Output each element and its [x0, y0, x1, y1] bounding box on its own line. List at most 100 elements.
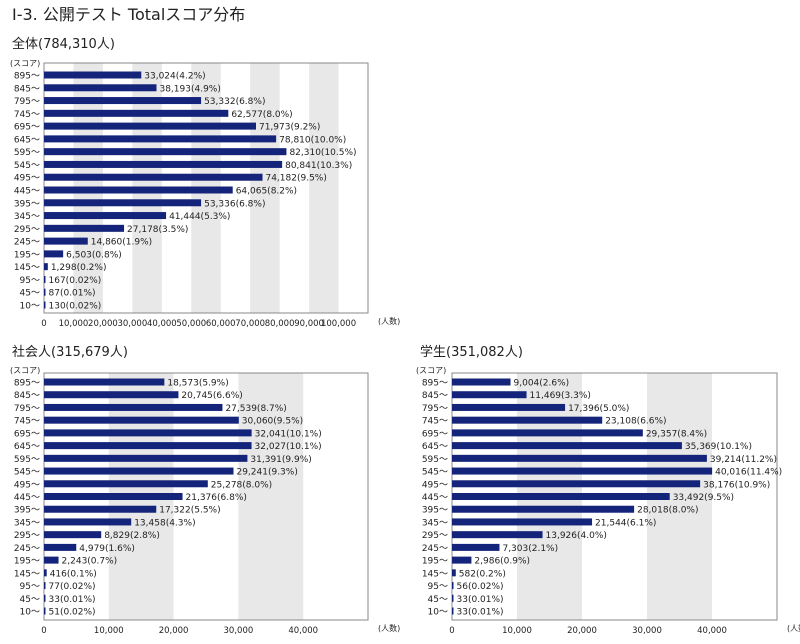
bar — [44, 263, 48, 271]
page-title: Ⅰ-3. 公開テスト Totalスコア分布 — [12, 5, 245, 24]
x-tick-label: 100,000 — [321, 319, 356, 329]
grid-band — [309, 63, 339, 313]
bar — [44, 237, 88, 245]
data-label: 30,060(9.5%) — [242, 417, 303, 427]
bar — [44, 582, 46, 590]
data-label: 39,214(11.2%) — [710, 455, 777, 465]
bar — [452, 594, 454, 602]
data-label: 167(0.02%) — [49, 276, 102, 286]
y-tick-label: 95～ — [20, 582, 40, 592]
data-label: 416(0.1%) — [50, 569, 97, 579]
y-tick-label: 345～ — [14, 212, 40, 222]
data-label: 71,973(9.2%) — [259, 123, 320, 133]
bar — [44, 84, 157, 92]
y-tick-label: 595～ — [14, 455, 40, 465]
bar — [452, 442, 682, 450]
data-label: 38,193(4.9%) — [159, 84, 220, 94]
bar — [44, 518, 132, 526]
y-tick-label: 695～ — [14, 123, 40, 133]
y-tick-label: 295～ — [14, 225, 40, 235]
x-tick-label: 10,000 — [59, 319, 89, 329]
x-tick-label: 20,000 — [88, 319, 118, 329]
data-label: 77(0.02%) — [49, 582, 96, 592]
bar — [44, 416, 239, 424]
data-label: 21,376(6.8%) — [186, 493, 247, 503]
data-label: 56(0.02%) — [457, 582, 504, 592]
y-tick-label: 595～ — [422, 455, 448, 465]
bar — [44, 454, 248, 462]
y-tick-label: 895～ — [422, 379, 448, 389]
bar — [452, 531, 543, 539]
y-tick-label: 10～ — [20, 608, 40, 618]
x-tick-label: 0 — [449, 626, 454, 636]
x-axis-label: (人数) — [378, 623, 400, 633]
bar — [44, 250, 64, 258]
x-tick-label: 40,000 — [288, 626, 318, 636]
bar — [44, 480, 208, 488]
y-tick-label: 95～ — [428, 582, 448, 592]
y-tick-label: 395～ — [14, 199, 40, 209]
data-label: 31,391(9.9%) — [250, 455, 311, 465]
y-tick-label: 10～ — [428, 608, 448, 618]
data-label: 82,310(10.5%) — [289, 148, 356, 158]
y-tick-label: 795～ — [14, 97, 40, 107]
data-label: 27,539(8.7%) — [225, 404, 286, 414]
bar — [44, 122, 256, 130]
bar — [44, 71, 142, 79]
data-label: 27,178(3.5%) — [127, 225, 188, 235]
data-label: 35,369(10.1%) — [685, 442, 752, 452]
bar — [452, 467, 713, 475]
y-tick-label: 245～ — [14, 238, 40, 248]
y-tick-label: 345～ — [422, 518, 448, 528]
bar — [44, 403, 223, 411]
y-tick-label: 645～ — [14, 135, 40, 145]
bar — [44, 109, 229, 117]
bar — [44, 556, 59, 564]
bar — [44, 429, 252, 437]
bar — [452, 429, 643, 437]
y-tick-label: 495～ — [14, 174, 40, 184]
data-label: 1,298(0.2%) — [51, 263, 107, 273]
data-label: 40,016(11.4%) — [715, 468, 782, 478]
data-label: 2,243(0.7%) — [62, 557, 118, 567]
y-tick-label: 295～ — [422, 531, 448, 541]
bar — [452, 416, 603, 424]
bar — [452, 607, 454, 615]
x-tick-label: 50,000 — [176, 319, 206, 329]
bar — [44, 135, 277, 143]
y-tick-label: 545～ — [14, 468, 40, 478]
bar — [44, 607, 46, 615]
x-axis-label: (人数) — [378, 316, 400, 326]
bar — [44, 97, 202, 105]
chart-title: 学生(351,082人) — [420, 344, 523, 360]
x-tick-label: 90,000 — [294, 319, 324, 329]
data-label: 64,065(8.2%) — [236, 187, 297, 197]
y-tick-label: 445～ — [14, 187, 40, 197]
y-tick-label: 245～ — [14, 544, 40, 554]
y-tick-label: 45～ — [20, 595, 40, 605]
y-tick-label: 895～ — [14, 379, 40, 389]
chart-title: 全体(784,310人) — [12, 36, 115, 52]
bar — [452, 556, 472, 564]
x-tick-label: 10,000 — [502, 626, 532, 636]
bar — [44, 543, 77, 551]
y-tick-label: 645～ — [422, 442, 448, 452]
bar — [44, 301, 46, 309]
y-tick-label: 845～ — [14, 84, 40, 94]
y-tick-label: 45～ — [20, 289, 40, 299]
data-label: 33(0.01%) — [457, 608, 504, 618]
x-tick-label: 40,000 — [147, 319, 177, 329]
bar — [44, 505, 157, 513]
y-tick-label: 395～ — [14, 506, 40, 516]
x-tick-label: 0 — [41, 626, 46, 636]
data-label: 130(0.02%) — [49, 302, 102, 312]
bar — [44, 288, 46, 296]
data-label: 14,860(1.9%) — [91, 238, 152, 248]
y-tick-label: 545～ — [14, 161, 40, 171]
data-label: 25,278(8.0%) — [211, 480, 272, 490]
bar — [452, 505, 635, 513]
y-tick-label: 195～ — [422, 557, 448, 567]
x-tick-label: 80,000 — [265, 319, 295, 329]
y-tick-label: 745～ — [422, 417, 448, 427]
